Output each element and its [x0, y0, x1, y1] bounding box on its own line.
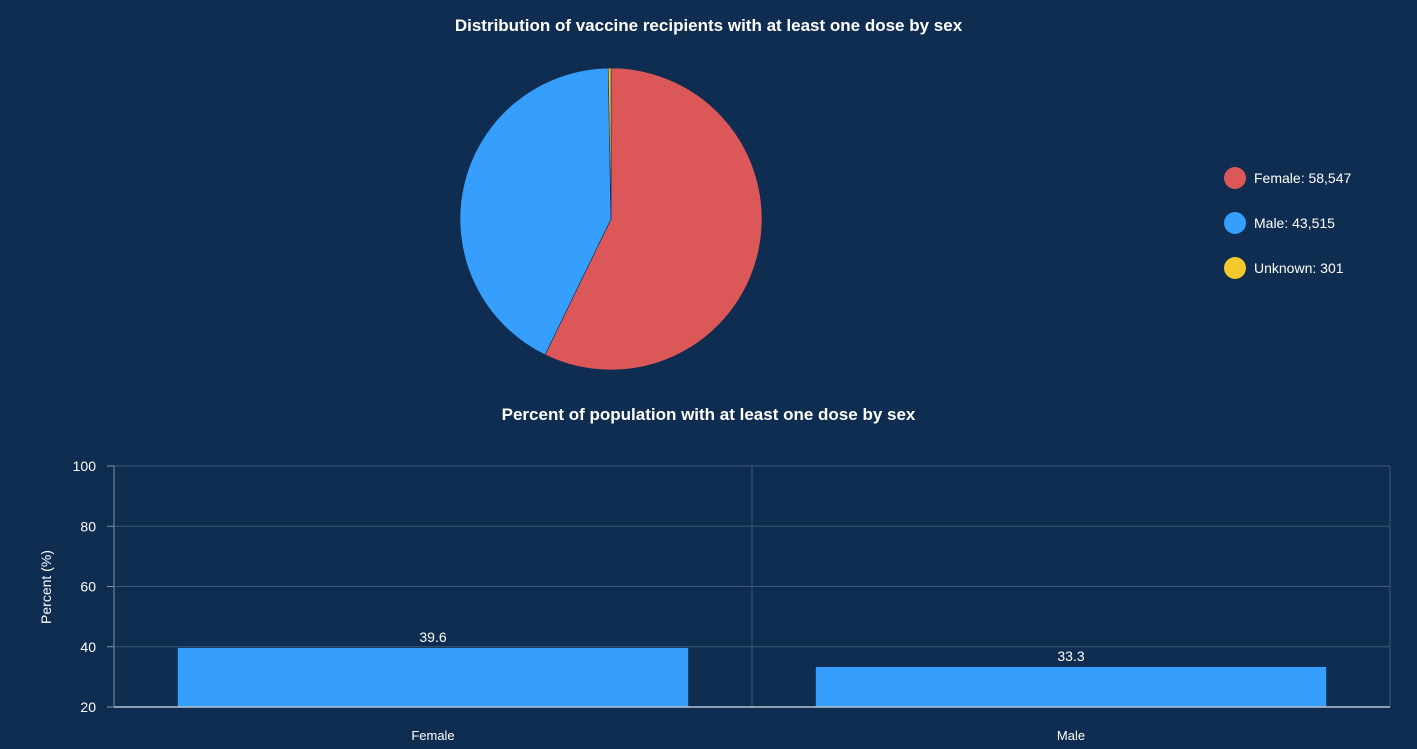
legend-label-female: Female	[1254, 170, 1301, 186]
y-axis-label: Percent (%)	[38, 550, 54, 624]
y-tick-label-40: 40	[80, 639, 96, 655]
bar-male[interactable]	[815, 666, 1327, 707]
y-tick-label-20: 20	[80, 699, 96, 715]
legend-label-male: Male	[1254, 215, 1285, 231]
y-tick-label-100: 100	[73, 458, 97, 474]
legend-item-female[interactable]: Female: 58,547	[1224, 166, 1351, 190]
y-tick-label-80: 80	[80, 518, 96, 534]
legend-item-unknown[interactable]: Unknown: 301	[1224, 256, 1351, 280]
pie-legend: Female: 58,547 Male: 43,515 Unknown: 301	[1224, 166, 1351, 301]
legend-swatch-female	[1224, 167, 1246, 189]
bar-female[interactable]	[177, 647, 689, 707]
legend-value-female: 58,547	[1308, 170, 1352, 186]
legend-item-male[interactable]: Male: 43,515	[1224, 211, 1351, 235]
x-tick-label-female: Female	[411, 728, 454, 743]
pie-slice-unknown[interactable]	[607, 67, 612, 220]
legend-value-male: 43,515	[1292, 215, 1335, 231]
x-tick-label-male: Male	[1057, 728, 1085, 743]
legend-label-unknown: Unknown	[1254, 260, 1313, 276]
bar-chart-title: Percent of population with at least one …	[501, 405, 916, 424]
pie-slice-male[interactable]	[459, 67, 612, 356]
pie-slice-female[interactable]	[544, 67, 763, 371]
pie-chart-title: Distribution of vaccine recipients with …	[454, 16, 963, 35]
data-label-male: 33.3	[1057, 648, 1084, 664]
y-tick-label-60: 60	[80, 579, 96, 595]
legend-swatch-unknown	[1224, 257, 1246, 279]
legend-value-unknown: 301	[1320, 260, 1344, 276]
data-label-female: 39.6	[419, 629, 446, 645]
legend-swatch-male	[1224, 212, 1246, 234]
